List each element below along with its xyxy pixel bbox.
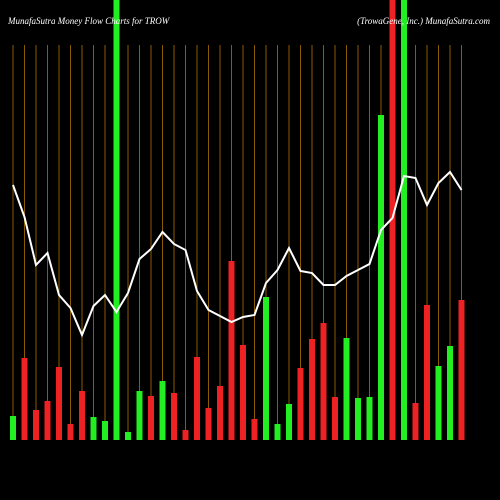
bar <box>171 393 177 440</box>
chart-title: MunafaSutra Money Flow Charts for TROW <box>7 16 171 26</box>
bar <box>159 381 166 440</box>
bar <box>136 391 143 440</box>
bar <box>458 300 465 440</box>
bar <box>44 401 51 440</box>
bar <box>79 391 85 440</box>
bar <box>297 368 304 440</box>
bar <box>10 416 16 440</box>
bar <box>309 339 315 440</box>
bar <box>102 421 108 440</box>
money-flow-line <box>12 170 463 338</box>
bar <box>113 0 120 440</box>
bar <box>125 432 131 440</box>
chart-subtitle: (TrowaGene, Inc.) MunafaSutra.com <box>357 16 490 26</box>
bar <box>90 417 97 440</box>
bar <box>205 408 212 440</box>
bar <box>194 357 200 440</box>
bar <box>148 396 154 440</box>
bar <box>378 115 384 440</box>
bar <box>240 345 246 440</box>
bar <box>424 305 430 440</box>
plot <box>10 0 465 440</box>
bar <box>21 358 28 440</box>
bar <box>251 419 258 440</box>
bar <box>182 430 189 440</box>
bar <box>56 367 62 440</box>
bar <box>447 346 453 440</box>
bar <box>343 338 350 440</box>
bar <box>435 366 442 440</box>
bar <box>286 404 292 440</box>
bar <box>332 397 338 440</box>
bar <box>67 424 74 440</box>
bar <box>274 424 281 440</box>
bar <box>401 0 407 440</box>
bar <box>389 0 396 440</box>
bar <box>33 410 39 440</box>
bar <box>217 386 223 440</box>
bar <box>320 323 327 440</box>
bar <box>366 397 373 440</box>
bar <box>412 403 419 440</box>
bar <box>355 398 361 440</box>
bar <box>263 297 269 440</box>
bar <box>228 261 235 440</box>
